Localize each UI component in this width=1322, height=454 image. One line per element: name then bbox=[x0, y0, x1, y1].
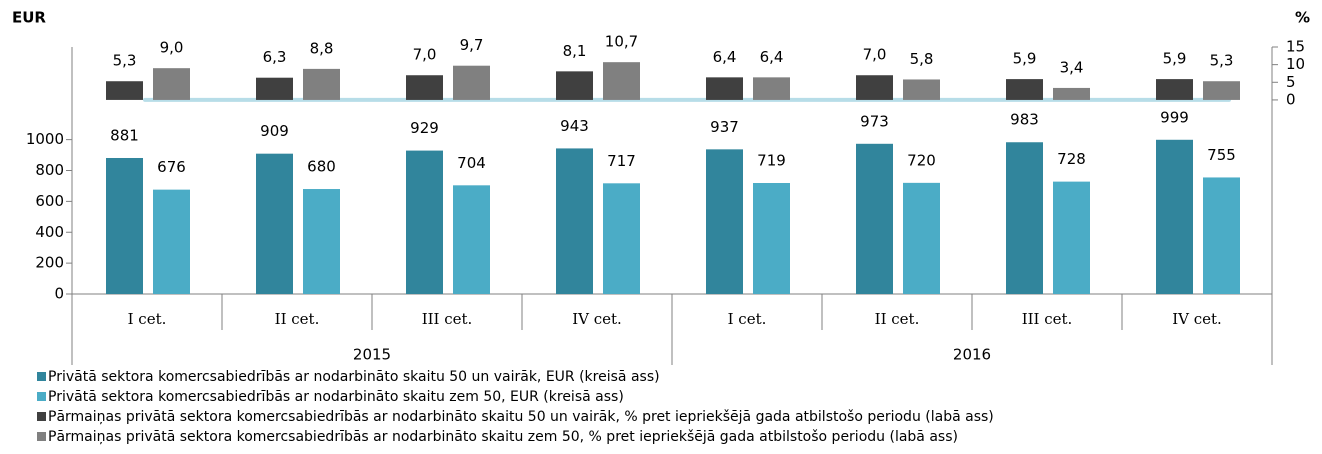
data-label: 5,3 bbox=[113, 52, 137, 70]
data-label: 3,4 bbox=[1060, 58, 1084, 76]
data-label: 720 bbox=[907, 151, 936, 169]
y2-tick-label: 5 bbox=[1286, 73, 1296, 91]
bar bbox=[1053, 87, 1090, 100]
bar bbox=[406, 75, 443, 100]
y2-tick-label: 0 bbox=[1286, 90, 1296, 108]
legend-swatch bbox=[37, 392, 46, 401]
data-label: 9,7 bbox=[460, 36, 484, 54]
x-tick-label: II cet. bbox=[875, 310, 920, 328]
data-label: 10,7 bbox=[605, 33, 638, 51]
y-tick-label: 800 bbox=[35, 161, 64, 179]
bar bbox=[256, 153, 293, 294]
y2-axis-label: % bbox=[1295, 9, 1310, 27]
data-label: 7,0 bbox=[863, 46, 887, 64]
y2-tick-label: 10 bbox=[1286, 55, 1305, 73]
y-tick-label: 200 bbox=[35, 254, 64, 272]
x-group-label: 2015 bbox=[353, 346, 391, 364]
bar bbox=[106, 81, 143, 100]
data-label: 999 bbox=[1160, 108, 1189, 126]
data-label: 704 bbox=[457, 154, 486, 172]
legend-swatch bbox=[37, 432, 46, 441]
data-label: 909 bbox=[260, 122, 289, 140]
data-label: 7,0 bbox=[413, 46, 437, 64]
bar bbox=[1203, 177, 1240, 294]
y-tick-label: 1000 bbox=[26, 130, 64, 148]
bar bbox=[556, 148, 593, 294]
bar bbox=[856, 75, 893, 100]
x-tick-label: III cet. bbox=[422, 310, 473, 328]
bar bbox=[903, 182, 940, 294]
data-label: 6,4 bbox=[760, 48, 784, 66]
x-tick-label: I cet. bbox=[128, 310, 167, 328]
data-label: 937 bbox=[710, 118, 739, 136]
bar bbox=[706, 149, 743, 294]
data-label: 929 bbox=[410, 119, 439, 137]
bar bbox=[453, 185, 490, 294]
legend-label: Pārmaiņas privātā sektora komercsabiedrī… bbox=[48, 409, 994, 425]
bar bbox=[706, 77, 743, 100]
data-label: 719 bbox=[757, 152, 786, 170]
data-label: 943 bbox=[560, 117, 589, 135]
bar bbox=[106, 157, 143, 294]
bar bbox=[303, 189, 340, 294]
y-tick-label: 400 bbox=[35, 223, 64, 241]
y-tick-label: 0 bbox=[54, 285, 64, 303]
x-tick-label: IV cet. bbox=[572, 310, 622, 328]
bar bbox=[303, 68, 340, 100]
data-label: 5,9 bbox=[1163, 50, 1187, 68]
bar bbox=[603, 183, 640, 294]
bar bbox=[453, 65, 490, 100]
bar bbox=[753, 77, 790, 100]
y2-tick-label: 15 bbox=[1286, 38, 1305, 56]
x-tick-label: II cet. bbox=[275, 310, 320, 328]
data-label: 973 bbox=[860, 112, 889, 130]
bar bbox=[603, 62, 640, 100]
data-label: 6,3 bbox=[263, 48, 287, 66]
legend-label: Privātā sektora komercsabiedrībās ar nod… bbox=[48, 369, 660, 385]
data-label: 5,3 bbox=[1210, 52, 1234, 70]
data-label: 680 bbox=[307, 158, 336, 176]
legend-label: Pārmaiņas privātā sektora komercsabiedrī… bbox=[48, 429, 958, 445]
bar bbox=[1203, 81, 1240, 100]
data-label: 9,0 bbox=[160, 39, 184, 57]
data-label: 6,4 bbox=[713, 48, 737, 66]
data-label: 8,8 bbox=[310, 39, 334, 57]
bar bbox=[856, 143, 893, 294]
bar bbox=[556, 71, 593, 100]
legend-label: Privātā sektora komercsabiedrībās ar nod… bbox=[48, 389, 624, 405]
bar bbox=[256, 77, 293, 100]
data-label: 881 bbox=[110, 126, 139, 144]
bar bbox=[1006, 79, 1043, 100]
y-tick-label: 600 bbox=[35, 192, 64, 210]
x-tick-label: III cet. bbox=[1022, 310, 1073, 328]
y-axis-label: EUR bbox=[12, 9, 46, 27]
legend-swatch bbox=[37, 372, 46, 381]
data-label: 755 bbox=[1207, 146, 1236, 164]
x-tick-label: IV cet. bbox=[1172, 310, 1222, 328]
data-label: 728 bbox=[1057, 150, 1086, 168]
x-group-label: 2016 bbox=[953, 346, 991, 364]
bar bbox=[153, 68, 190, 100]
bar bbox=[903, 79, 940, 100]
bar bbox=[1006, 142, 1043, 294]
data-label: 983 bbox=[1010, 111, 1039, 129]
legend-swatch bbox=[37, 412, 46, 421]
bar bbox=[1156, 79, 1193, 100]
data-label: 676 bbox=[157, 158, 186, 176]
data-label: 8,1 bbox=[563, 42, 587, 60]
x-tick-label: I cet. bbox=[728, 310, 767, 328]
bar bbox=[406, 150, 443, 294]
data-label: 5,9 bbox=[1013, 50, 1037, 68]
bar bbox=[153, 189, 190, 294]
data-label: 717 bbox=[607, 152, 636, 170]
bar bbox=[1053, 181, 1090, 294]
bar bbox=[753, 183, 790, 294]
data-label: 5,8 bbox=[910, 50, 934, 68]
bar bbox=[1156, 139, 1193, 294]
